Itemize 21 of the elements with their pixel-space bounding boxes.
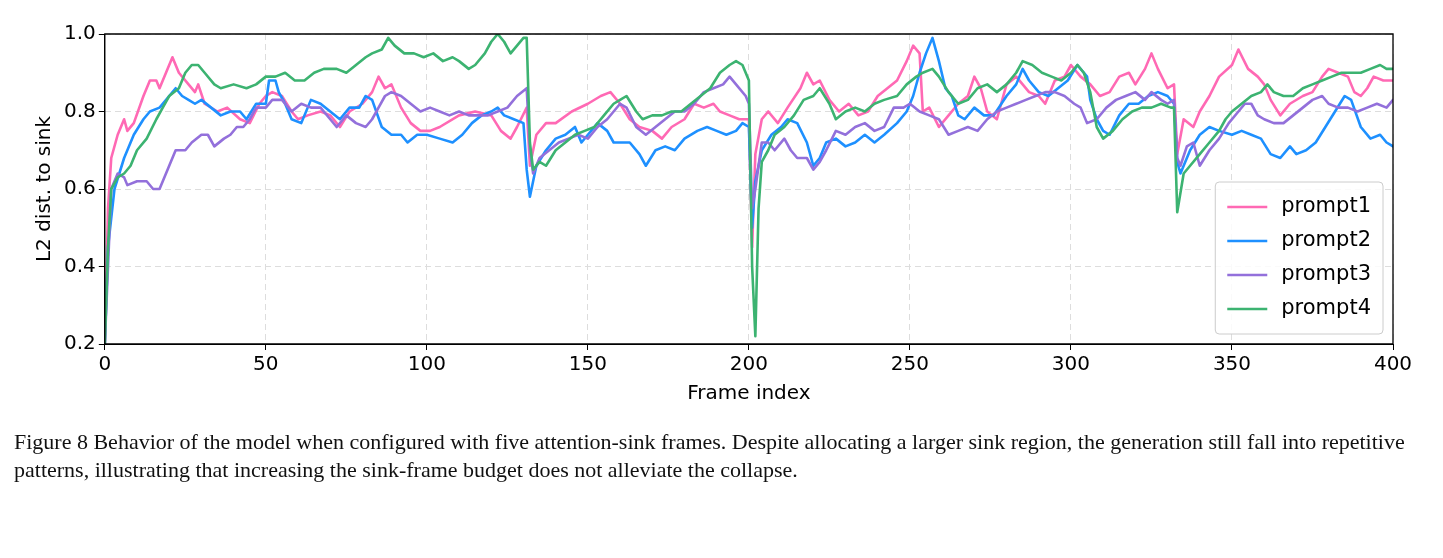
y-tick-label: 0.6: [63, 175, 96, 200]
x-tick-label: 350: [1212, 351, 1252, 376]
x-tick-label: 0: [98, 351, 112, 376]
y-axis-title: L2 dist. to sink: [31, 115, 56, 263]
x-tick-label: 50: [253, 351, 279, 376]
x-tick-label: 200: [729, 351, 768, 376]
x-tick-label: 100: [407, 351, 446, 376]
caption: Figure 8 Behavior of the model when configured with five attention-sink frames. Despite allocating a larger sink region, the generation still fall into repetitive patterns, illustrating that increasing the sink-frame budget does not alleviate the collapse.: [14, 428, 1406, 484]
y-tick-label: 0.2: [63, 330, 96, 355]
y-tick-label: 0.8: [63, 97, 96, 122]
legend-label: prompt2: [1281, 227, 1371, 252]
legend-label: prompt1: [1281, 193, 1371, 218]
x-axis-title: Frame index: [687, 380, 811, 405]
x-tick-label: 300: [1051, 351, 1091, 376]
legend-label: prompt4: [1281, 295, 1371, 320]
y-tick-label: 1.0: [63, 20, 96, 45]
x-tick-label: 400: [1373, 351, 1413, 376]
y-tick-label: 0.4: [63, 252, 96, 277]
x-tick-label: 150: [568, 351, 607, 376]
x-tick-label: 250: [890, 351, 930, 376]
legend-label: prompt3: [1281, 261, 1371, 286]
